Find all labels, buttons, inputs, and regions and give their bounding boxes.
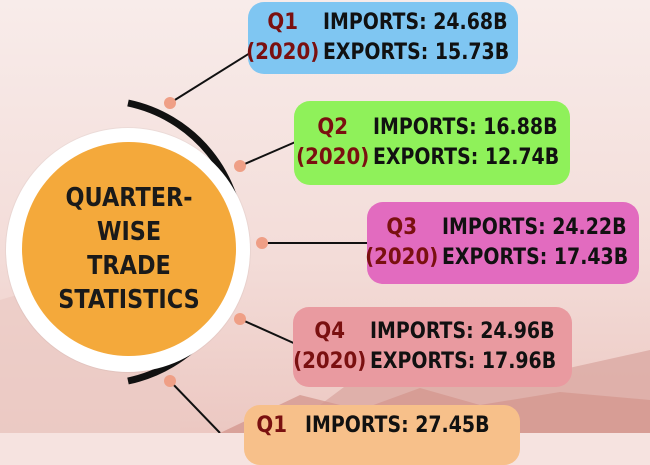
quarter-values: IMPORTS: 16.88B EXPORTS: 12.74B <box>373 113 559 173</box>
quarter-card: Q2 (2020) IMPORTS: 16.88B EXPORTS: 12.74… <box>294 101 570 185</box>
exports-value: EXPORTS: 17.96B <box>370 349 557 374</box>
exports-value: EXPORTS: 12.74B <box>373 145 560 170</box>
dot-q2 <box>234 160 246 172</box>
quarter-year: (2020) <box>293 349 367 374</box>
quarter-year: (2020) <box>296 145 370 170</box>
quarter-label: Q3 (2020) <box>365 213 438 273</box>
quarter-values: IMPORTS: 27.45B <box>305 411 489 441</box>
quarter-card: Q4 (2020) IMPORTS: 24.96B EXPORTS: 17.96… <box>293 307 572 387</box>
connector-line-q1 <box>169 47 259 104</box>
imports-value: IMPORTS: 24.22B <box>442 215 627 240</box>
dot-q3 <box>256 237 268 249</box>
quarter-values: IMPORTS: 24.22B EXPORTS: 17.43B <box>442 213 628 273</box>
quarter-card: Q1 IMPORTS: 27.45B <box>244 405 520 465</box>
quarter-label: Q4 (2020) <box>293 317 366 377</box>
dot-q4 <box>234 313 246 325</box>
quarter-name: Q4 <box>314 319 345 344</box>
dot-q5 <box>164 375 176 387</box>
quarter-name: Q2 <box>317 115 348 140</box>
quarter-label: Q1 (2020) <box>246 8 319 68</box>
hub-circle: QUARTER-WISE TRADE STATISTICS <box>22 142 236 356</box>
quarter-values: IMPORTS: 24.96B EXPORTS: 17.96B <box>370 317 556 377</box>
chart-title: QUARTER-WISE TRADE STATISTICS <box>58 183 200 315</box>
imports-value: IMPORTS: 24.68B <box>323 10 508 35</box>
imports-value: IMPORTS: 27.45B <box>305 413 490 438</box>
exports-value: EXPORTS: 17.43B <box>442 245 629 270</box>
connector-lines <box>169 47 372 433</box>
quarter-card: Q3 (2020) IMPORTS: 24.22B EXPORTS: 17.43… <box>365 202 639 284</box>
connector-line-q2 <box>239 139 301 167</box>
quarter-name: Q1 <box>267 10 298 35</box>
quarter-values: IMPORTS: 24.68B EXPORTS: 15.73B <box>323 8 509 68</box>
quarter-card: Q1 (2020) IMPORTS: 24.68B EXPORTS: 15.73… <box>246 2 518 74</box>
quarter-name: Q3 <box>386 215 417 240</box>
quarter-label: Q2 (2020) <box>296 113 369 173</box>
connector-line-q4 <box>239 318 299 346</box>
connector-line-q5 <box>169 380 221 433</box>
quarter-label: Q1 <box>241 411 302 441</box>
exports-value: EXPORTS: 15.73B <box>323 40 510 65</box>
quarter-name: Q1 <box>256 413 288 438</box>
imports-value: IMPORTS: 24.96B <box>370 319 555 344</box>
quarter-year: (2020) <box>246 40 320 65</box>
dot-q1 <box>164 97 176 109</box>
quarter-year: (2020) <box>365 245 439 270</box>
imports-value: IMPORTS: 16.88B <box>373 115 558 140</box>
